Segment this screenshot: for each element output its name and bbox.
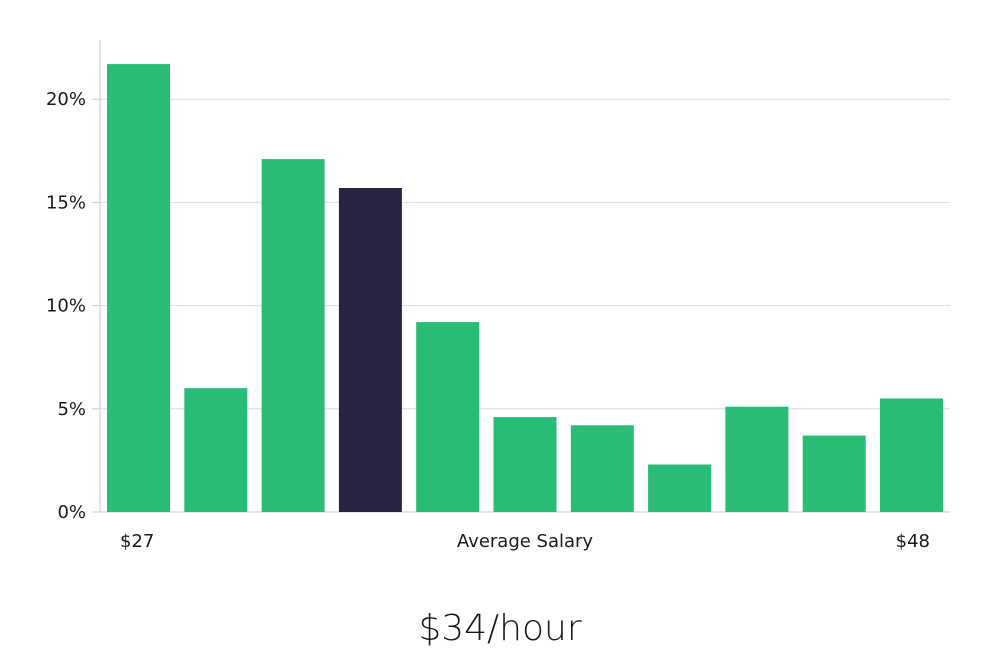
bar xyxy=(493,417,557,512)
bar xyxy=(802,435,866,512)
x-axis-label: Average Salary xyxy=(457,531,594,552)
bars xyxy=(107,64,943,512)
x-max-label: $48 xyxy=(896,531,930,552)
bar xyxy=(107,64,170,512)
bar xyxy=(570,425,634,512)
y-tick-label: 0% xyxy=(57,502,86,523)
bar-highlighted xyxy=(338,188,402,512)
salary-histogram: 0% 5% 10% 15% 20% $27 Average Salary $48 xyxy=(46,40,950,552)
y-tick-label: 20% xyxy=(46,89,86,110)
bar xyxy=(416,322,480,512)
bar xyxy=(648,464,712,512)
y-tick-label: 10% xyxy=(46,296,86,317)
bar xyxy=(261,159,325,512)
average-salary-value: $34/hour xyxy=(418,608,582,649)
bar xyxy=(880,398,943,512)
bar xyxy=(725,406,789,512)
y-tick-label: 15% xyxy=(46,192,86,213)
y-tick-label: 5% xyxy=(57,399,86,420)
x-min-label: $27 xyxy=(120,531,154,552)
bar xyxy=(184,388,248,512)
y-tick-labels: 0% 5% 10% 15% 20% xyxy=(46,89,100,523)
